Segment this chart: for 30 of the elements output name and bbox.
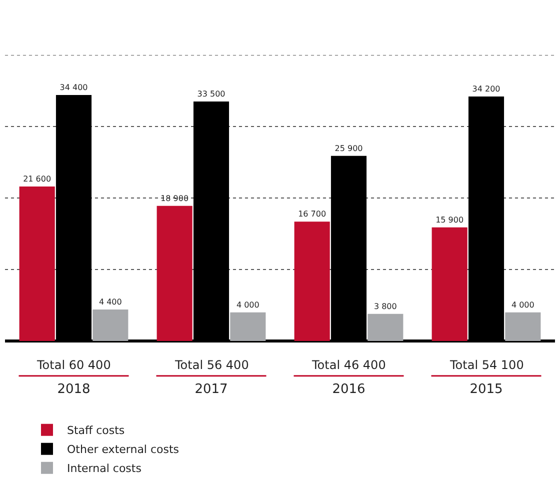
- data-label: 16 700: [298, 210, 326, 219]
- data-label: 25 900: [334, 144, 363, 153]
- bar: [368, 314, 404, 341]
- data-label: 15 900: [436, 215, 464, 224]
- data-label: 4 000: [511, 300, 534, 310]
- x-tick-label: 2017: [194, 382, 228, 397]
- data-label: 3 800: [374, 302, 397, 311]
- bar: [505, 312, 541, 341]
- total-label: Total 56 400: [174, 358, 249, 372]
- data-label: 4 400: [98, 298, 122, 307]
- total-label: Total 46 400: [311, 358, 386, 372]
- total-label: Total 60 400: [36, 358, 111, 372]
- data-label: 4 000: [236, 300, 260, 310]
- legend-label: Internal costs: [67, 462, 142, 476]
- data-label: 33 500: [197, 89, 226, 98]
- bar: [92, 310, 128, 341]
- data-label: 34 200: [472, 84, 500, 94]
- data-label: 21 600: [23, 174, 52, 184]
- x-tick-label: 2018: [57, 382, 90, 397]
- bar: [19, 186, 55, 341]
- bar: [230, 312, 266, 341]
- bar: [432, 227, 468, 341]
- total-label: Total 54 100: [449, 358, 524, 372]
- x-tick-label: 2016: [332, 382, 366, 397]
- bar: [156, 206, 192, 341]
- bar: [294, 222, 330, 341]
- x-tick-label: 2015: [470, 382, 503, 397]
- legend-label: Other external costs: [67, 443, 180, 456]
- data-label: 34 400: [60, 83, 88, 92]
- legend-label: Staff costs: [67, 424, 125, 438]
